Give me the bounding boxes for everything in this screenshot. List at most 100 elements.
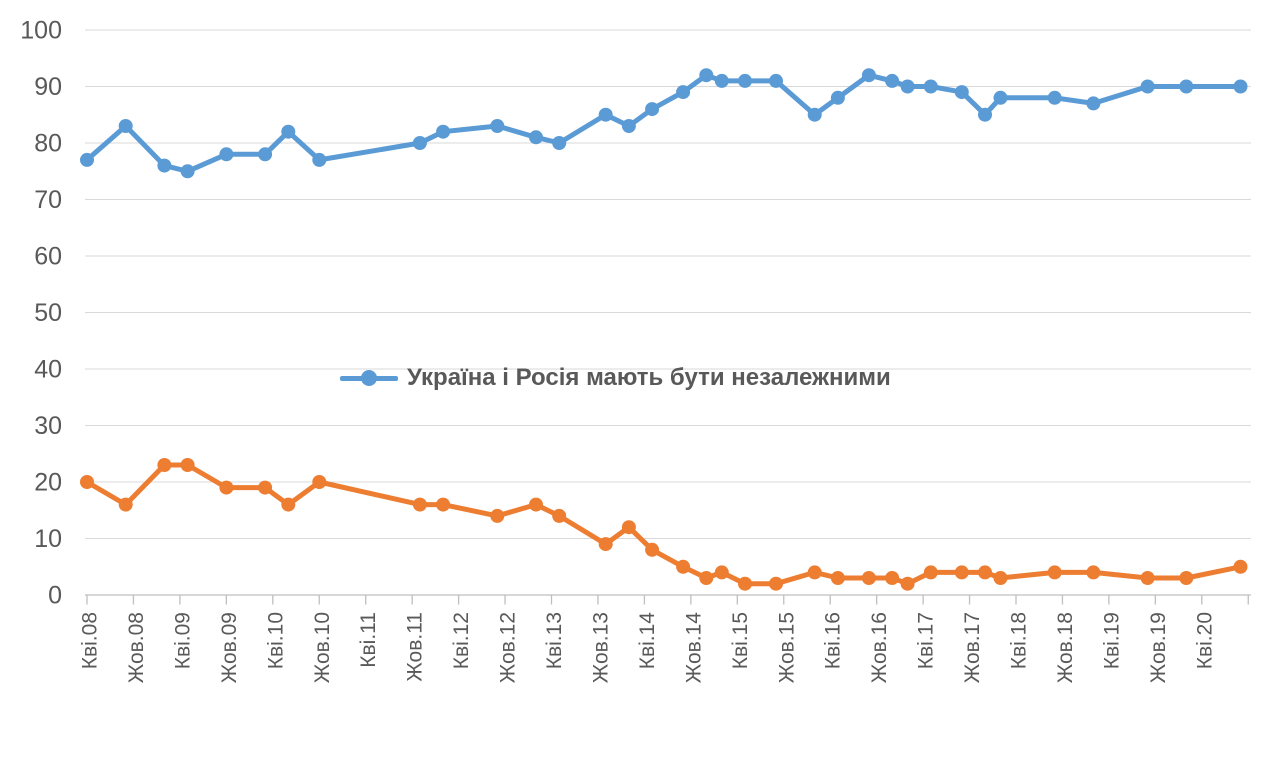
series-point-independent	[830, 90, 845, 105]
x-axis-tick-label: Кві.16	[822, 612, 845, 669]
x-axis-tick-label: Жов.15	[775, 612, 798, 683]
series-point-independent	[219, 147, 234, 162]
series-point-independent	[676, 85, 691, 100]
series-point-orange-series	[954, 565, 969, 580]
y-axis-tick-label: 0	[48, 582, 62, 610]
series-point-independent	[769, 73, 783, 88]
series-point-independent	[699, 68, 714, 83]
x-axis-tick-label: Жов.13	[589, 612, 612, 683]
series-point-orange-series	[552, 508, 567, 523]
x-axis-tick-label: Кві.10	[264, 612, 287, 669]
x-axis-tick-label: Кві.14	[636, 612, 659, 670]
series-point-independent	[529, 130, 543, 145]
series-point-orange-series	[830, 571, 845, 585]
series-point-independent	[923, 79, 938, 94]
series-point-independent	[885, 73, 900, 88]
series-point-independent	[738, 73, 752, 88]
series-point-independent	[1140, 79, 1155, 94]
x-axis-tick-label: Жов.18	[1054, 612, 1077, 683]
x-axis-tick-label: Кві.08	[79, 612, 102, 669]
series-point-orange-series	[258, 480, 273, 495]
series-point-orange-series	[1233, 559, 1248, 574]
x-axis-tick-label: Кві.13	[543, 612, 566, 669]
legend-marker-dot	[361, 370, 377, 386]
y-axis-tick-label: 30	[34, 412, 62, 440]
series-point-independent	[312, 152, 327, 167]
x-axis-tick-label: Жов.16	[868, 612, 891, 683]
y-axis-tick-label: 10	[34, 525, 62, 553]
x-axis-tick-label: Кві.12	[450, 612, 473, 669]
y-axis-tick-label: 50	[34, 299, 62, 327]
series-point-independent	[118, 119, 133, 133]
series-point-independent	[598, 107, 613, 122]
series-point-orange-series	[923, 565, 938, 580]
series-point-independent	[645, 102, 660, 117]
y-axis-tick-label: 80	[34, 130, 62, 158]
series-point-independent	[807, 107, 822, 122]
series-point-orange-series	[769, 576, 783, 591]
series-point-independent	[900, 79, 915, 94]
series-point-independent	[993, 90, 1008, 105]
series-point-independent	[1086, 96, 1101, 111]
series-point-orange-series	[180, 458, 195, 472]
y-axis-tick-label: 70	[34, 186, 62, 214]
x-axis-tick-label: Жов.19	[1147, 612, 1170, 683]
series-point-orange-series	[436, 497, 451, 512]
series-point-orange-series	[1086, 565, 1101, 580]
x-axis-tick-label: Жов.08	[125, 612, 148, 683]
y-axis-tick-label: 20	[34, 469, 62, 497]
x-axis-tick-label: Кві.20	[1193, 612, 1216, 669]
x-axis-tick-label: Жов.14	[682, 612, 705, 684]
series-point-orange-series	[645, 542, 660, 557]
series-point-independent	[714, 73, 729, 88]
series-point-orange-series	[1140, 571, 1155, 585]
series-point-independent	[180, 164, 195, 179]
series-point-orange-series	[281, 497, 296, 512]
series-point-independent	[157, 158, 172, 173]
x-axis-tick-label: Жов.09	[218, 612, 241, 683]
series-point-orange-series	[118, 497, 133, 512]
y-axis-tick-label: 100	[20, 17, 62, 45]
y-axis-tick-label: 90	[34, 73, 62, 101]
legend-series-label: Україна і Росія мають бути незалежними	[407, 364, 891, 391]
series-point-independent	[1233, 79, 1248, 94]
series-point-orange-series	[885, 571, 900, 585]
x-axis-tick-label: Жов.12	[497, 612, 520, 683]
series-point-orange-series	[1047, 565, 1062, 580]
x-axis-tick-label: Кві.09	[171, 612, 194, 669]
series-point-independent	[436, 124, 451, 139]
series-point-independent	[281, 124, 296, 139]
x-axis-tick-label: Кві.17	[915, 612, 938, 669]
legend: Україна і Росія мають бути незалежними	[340, 366, 891, 390]
series-point-orange-series	[312, 475, 327, 489]
x-axis-tick-label: Жов.10	[311, 612, 334, 683]
series-point-independent	[861, 68, 876, 83]
series-point-orange-series	[598, 537, 613, 552]
series-point-independent	[621, 119, 636, 133]
series-point-orange-series	[807, 565, 822, 580]
series-point-orange-series	[219, 480, 234, 495]
series-point-independent	[1179, 79, 1194, 94]
series-point-orange-series	[676, 559, 691, 574]
series-point-orange-series	[157, 458, 172, 472]
series-point-orange-series	[900, 576, 915, 591]
series-point-independent	[490, 119, 505, 133]
x-axis-tick-label: Кві.18	[1008, 612, 1031, 669]
series-point-independent	[80, 152, 94, 167]
series-point-independent	[258, 147, 273, 162]
y-axis-tick-label: 40	[34, 356, 62, 384]
y-axis-tick-label: 60	[34, 243, 62, 271]
series-point-orange-series	[529, 497, 543, 512]
series-point-independent	[412, 136, 427, 150]
x-axis-tick-label: Кві.19	[1100, 612, 1123, 669]
series-point-orange-series	[621, 520, 636, 535]
series-point-orange-series	[412, 497, 427, 512]
series-point-independent	[978, 107, 992, 122]
series-point-orange-series	[490, 508, 505, 523]
series-point-orange-series	[699, 571, 714, 585]
series-point-orange-series	[861, 571, 876, 585]
series-point-independent	[1047, 90, 1062, 105]
series-point-orange-series	[738, 576, 752, 591]
